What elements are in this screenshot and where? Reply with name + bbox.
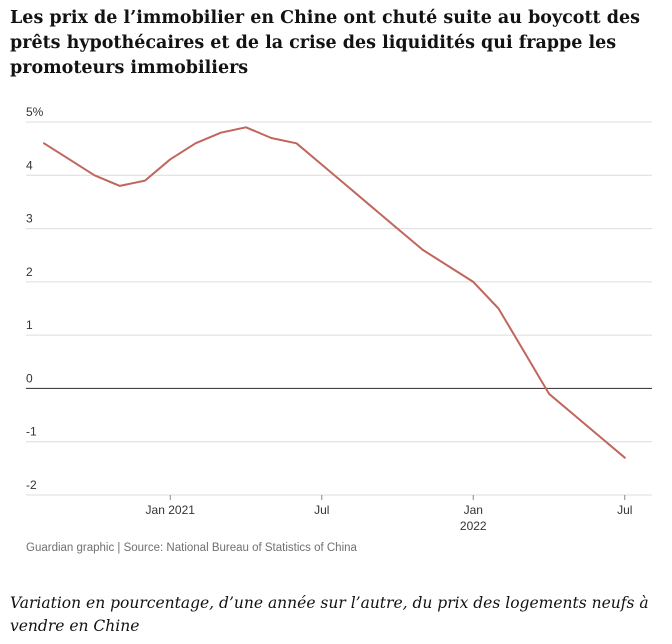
y-tick-label: 2 [26,265,33,279]
x-tick-label: Jul [617,503,632,517]
x-axis-ticks: Jan 2021 Jul Jan 2022 Jul [146,495,632,533]
y-tick-label: -1 [26,425,37,439]
y-tick-label: 4 [26,158,33,172]
chart-headline: Les prix de l’immobilier en Chine ont ch… [10,8,640,78]
x-tick-label: Jan [464,503,483,517]
chart-caption: Variation en pourcentage, d’une année su… [10,594,649,635]
x-tick-label: Jul [314,503,329,517]
source-credit: Guardian graphic | Source: National Bure… [26,542,357,554]
y-tick-label: -2 [26,478,37,492]
y-tick-label: 0 [26,371,33,385]
y-axis-ticks: -2 -1 0 1 2 3 4 5% [26,105,44,492]
y-tick-label: 1 [26,318,33,332]
y-tick-label: 5% [26,105,44,119]
x-tick-label: Jan 2021 [146,503,196,517]
x-tick-sublabel: 2022 [460,519,487,533]
line-chart: -2 -1 0 1 2 3 4 5% Jan 2021 Jul Jan 2022 Jul [26,105,652,533]
series-layer [43,126,626,459]
series-line [43,126,626,459]
y-tick-label: 3 [26,212,33,226]
gridlines [26,121,652,496]
